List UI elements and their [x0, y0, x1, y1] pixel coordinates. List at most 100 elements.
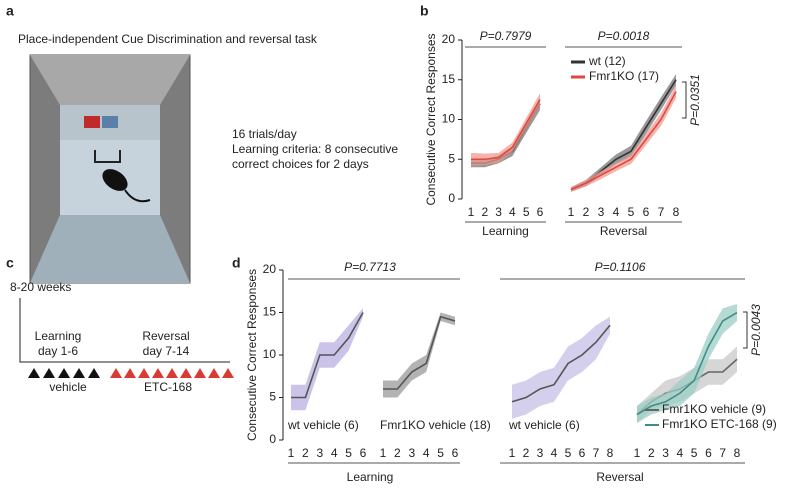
x-tick-label: 7 — [593, 446, 600, 460]
p-value: P=0.0018 — [598, 29, 650, 43]
error-band — [471, 93, 540, 166]
triangle — [110, 368, 122, 378]
triangle — [58, 368, 70, 378]
error-band — [291, 308, 363, 411]
x-tick-label: 2 — [481, 205, 488, 219]
p-value: P=0.0043 — [749, 304, 763, 356]
x-tick-label: 1 — [380, 446, 387, 460]
phase-label: Learning — [35, 329, 82, 343]
triangle — [124, 368, 136, 378]
panel-a-text: Learning criteria: 8 consecutive — [232, 142, 398, 156]
y-tick-label: 20 — [263, 262, 277, 276]
x-tick-label: 1 — [509, 446, 516, 460]
series-label: Fmr1KO vehicle (18) — [380, 418, 491, 432]
x-tick-label: 4 — [423, 446, 430, 460]
door — [94, 150, 121, 163]
x-tick-label: 4 — [613, 205, 620, 219]
x-tick-label: 6 — [452, 446, 459, 460]
triangle — [152, 368, 164, 378]
x-tick-label: 2 — [394, 446, 401, 460]
x-tick-label: 3 — [316, 446, 323, 460]
y-tick-label: 0 — [269, 432, 276, 446]
series-line — [636, 311, 738, 416]
x-tick-label: 5 — [345, 446, 352, 460]
x-tick-label: 1 — [288, 446, 295, 460]
panel-label: a — [6, 3, 14, 19]
triangle — [28, 368, 40, 378]
arena-floor — [30, 215, 190, 283]
x-tick-label: 3 — [408, 446, 415, 460]
y-tick-label: 10 — [263, 347, 277, 361]
y-axis-label: Consecutive Correct Responses — [245, 269, 259, 441]
y-tick-label: 0 — [448, 191, 455, 205]
error-band — [637, 304, 737, 423]
timeline — [19, 298, 230, 363]
x-tick-label: 2 — [523, 446, 530, 460]
panel-a-text: 16 trials/day — [232, 127, 297, 141]
cue — [102, 116, 118, 128]
panel-a-title: Place-independent Cue Discrimination and… — [18, 32, 318, 46]
panel-label: d — [232, 255, 241, 271]
x-tick-label: 3 — [662, 446, 669, 460]
p-value: P=0.7979 — [480, 29, 532, 43]
panel-label: b — [420, 3, 429, 19]
x-tick-label: 5 — [628, 205, 635, 219]
x-tick-label: 5 — [565, 446, 572, 460]
x-tick-label: 8 — [734, 446, 741, 460]
x-tick-label: 3 — [598, 205, 605, 219]
series-line — [511, 324, 611, 403]
series-line — [291, 312, 364, 399]
x-tick-label: 6 — [705, 446, 712, 460]
x-tick-label: 3 — [495, 205, 502, 219]
x-tick-label: 8 — [607, 446, 614, 460]
x-tick-label: 7 — [658, 205, 665, 219]
triangle — [43, 368, 55, 378]
x-tick-label: 5 — [437, 446, 444, 460]
panel-c-age: 8-20 weeks — [10, 280, 71, 294]
x-tick-label: 4 — [509, 205, 516, 219]
series-line — [570, 91, 677, 191]
error-band — [571, 74, 676, 192]
group-label: Learning — [347, 470, 394, 484]
y-tick-label: 10 — [442, 112, 456, 126]
x-tick-label: 4 — [331, 446, 338, 460]
p-value: P=0.7713 — [344, 260, 396, 274]
panel-a-text: correct choices for 2 days — [232, 157, 369, 171]
mouse — [102, 169, 128, 191]
x-tick-label: 1 — [468, 205, 475, 219]
x-tick-label: 5 — [691, 446, 698, 460]
series-label: wt vehicle (6) — [287, 418, 359, 432]
mouse-tail — [124, 189, 151, 203]
arena-wall — [30, 55, 190, 105]
x-tick-label: 2 — [648, 446, 655, 460]
x-tick-label: 7 — [719, 446, 726, 460]
dose-markers — [28, 368, 234, 378]
legend-label: Fmr1KO ETC-168 (9) — [662, 417, 777, 431]
x-tick-label: 1 — [634, 446, 641, 460]
phase-label: Reversal — [142, 329, 189, 343]
arena-diagram — [29, 54, 191, 284]
treatment: vehicle — [49, 380, 87, 394]
x-tick-label: 6 — [537, 205, 544, 219]
x-tick-label: 8 — [673, 205, 680, 219]
triangle — [208, 368, 220, 378]
series-line — [471, 99, 541, 161]
y-tick-label: 15 — [442, 72, 456, 86]
group-label: Reversal — [596, 470, 643, 484]
x-axis-label: Reversal — [600, 224, 647, 238]
series-line — [570, 79, 677, 191]
y-tick-label: 15 — [263, 305, 277, 319]
triangle — [73, 368, 85, 378]
series-label: wt vehicle (6) — [508, 418, 580, 432]
triangle — [88, 368, 100, 378]
p-value: P=0.1106 — [595, 260, 646, 274]
x-tick-label: 1 — [568, 205, 575, 219]
triangle — [138, 368, 150, 378]
x-tick-label: 6 — [360, 446, 367, 460]
x-tick-label: 4 — [677, 446, 684, 460]
error-band — [512, 316, 610, 419]
legend-label: wt (12) — [588, 54, 626, 68]
triangle — [194, 368, 206, 378]
cue — [84, 116, 100, 128]
